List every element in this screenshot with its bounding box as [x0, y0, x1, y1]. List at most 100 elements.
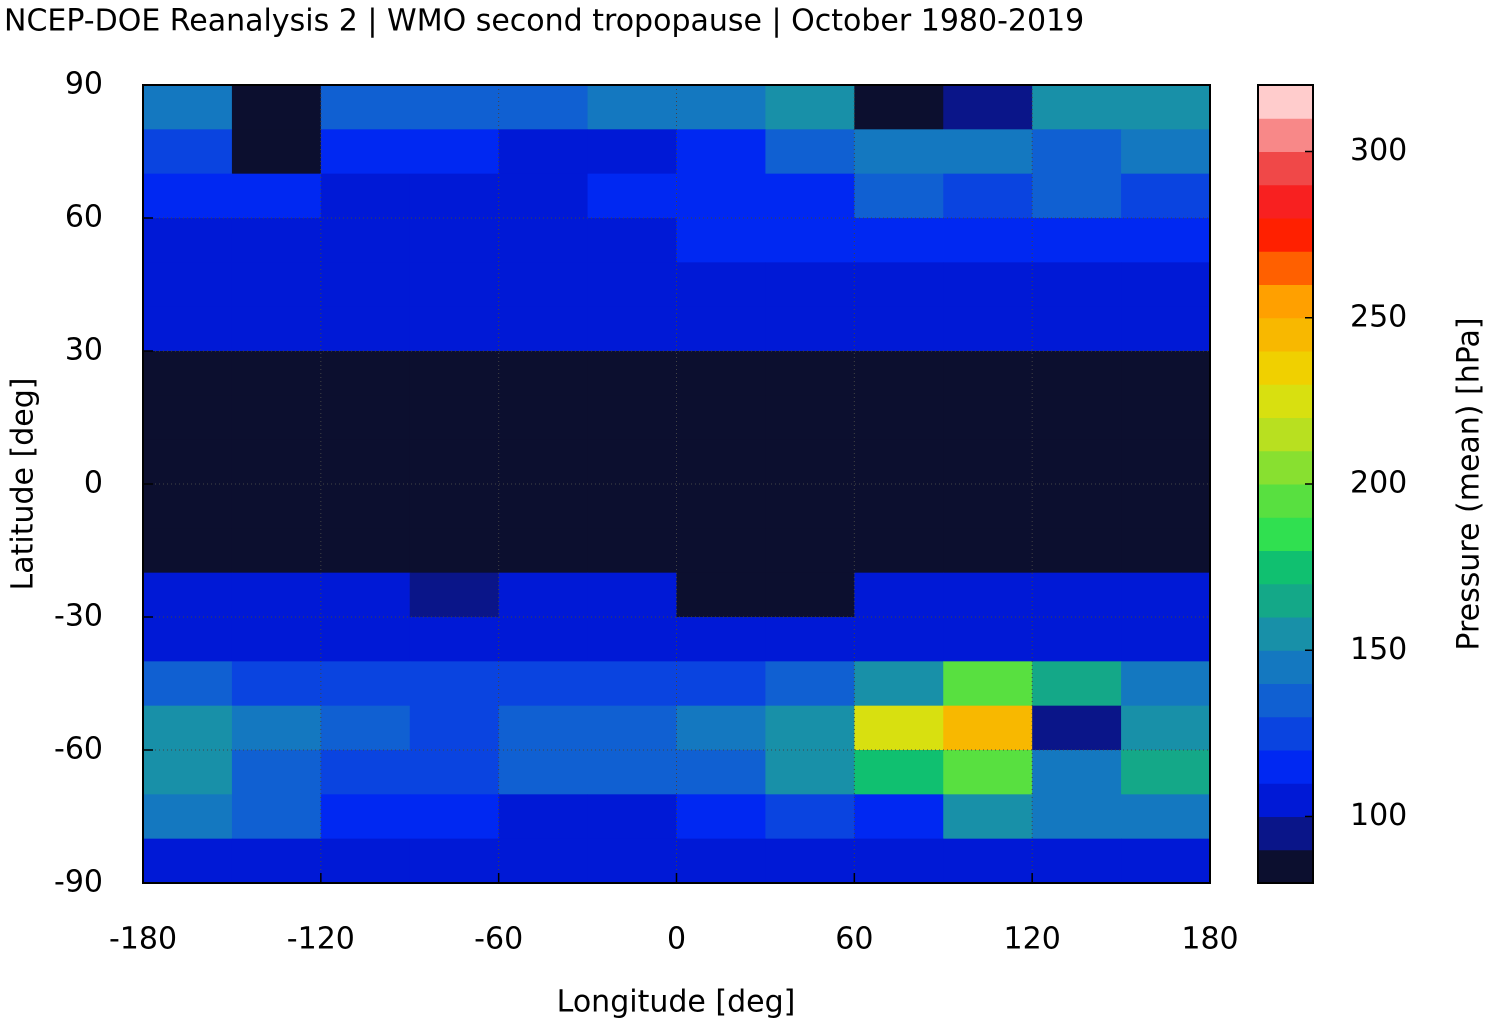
colorbar-band: [1258, 484, 1313, 518]
heat-cell: [143, 572, 233, 618]
heat-cell: [765, 218, 855, 263]
heat-cell: [1032, 705, 1122, 751]
heat-cell: [676, 838, 766, 884]
heat-cell: [143, 484, 233, 529]
heat-cell: [143, 262, 233, 308]
heat-cell: [854, 129, 944, 175]
heat-cell: [1032, 306, 1122, 352]
heat-cell: [498, 85, 589, 130]
heat-cell: [498, 173, 589, 219]
heat-cell: [1032, 617, 1122, 662]
heat-cell: [320, 838, 411, 884]
colorbar-band: [1258, 151, 1313, 186]
heat-cell: [320, 218, 411, 263]
heat-cell: [1121, 484, 1211, 529]
heat-cell: [409, 794, 500, 840]
heat-cell: [676, 129, 766, 175]
heat-cell: [1121, 439, 1211, 485]
heat-cell: [409, 439, 500, 485]
y-tick-label: 60: [65, 200, 103, 235]
heat-cell: [409, 85, 500, 130]
heat-cell: [320, 173, 411, 219]
heat-cell: [1121, 661, 1211, 707]
heat-cell: [765, 528, 855, 574]
colorbar-band: [1258, 417, 1313, 452]
heat-cell: [587, 85, 677, 130]
heat-cell: [409, 750, 500, 795]
heat-cell: [765, 750, 855, 795]
colorbar-band: [1258, 849, 1313, 884]
heat-cell: [1121, 395, 1211, 441]
heat-cell: [943, 661, 1033, 707]
colorbar-tick-label: 100: [1350, 798, 1407, 833]
colorbar-band: [1258, 550, 1313, 585]
heat-cell: [854, 528, 944, 574]
heat-cell: [320, 262, 411, 308]
heat-cell: [409, 262, 500, 308]
heat-cell: [231, 528, 322, 574]
heat-cell: [943, 705, 1033, 751]
heat-cell: [587, 306, 677, 352]
heat-cell: [498, 705, 589, 751]
heat-cell: [765, 173, 855, 219]
heat-cell: [143, 129, 233, 175]
heat-cell: [320, 306, 411, 352]
x-tick-label: 0: [667, 922, 686, 957]
heat-cell: [943, 750, 1033, 795]
heat-cell: [1121, 838, 1211, 884]
heat-cell: [498, 306, 589, 352]
heat-cell: [320, 617, 411, 662]
heat-cell: [1121, 351, 1211, 396]
heat-cell: [143, 351, 233, 396]
heat-cell: [1121, 528, 1211, 574]
heat-cell: [231, 661, 322, 707]
heat-cell: [498, 838, 589, 884]
heat-cell: [409, 395, 500, 441]
colorbar-tick-label: 300: [1350, 133, 1407, 168]
heat-cell: [320, 572, 411, 618]
heat-cell: [1032, 484, 1122, 529]
colorbar-band: [1258, 118, 1313, 152]
heat-cell: [1032, 85, 1122, 130]
heat-cell: [676, 528, 766, 574]
heat-cell: [143, 528, 233, 574]
y-tick-label: 30: [65, 333, 103, 368]
heat-cell: [498, 351, 589, 396]
heat-cell: [676, 484, 766, 529]
heat-cell: [587, 838, 677, 884]
heat-cell: [943, 218, 1033, 263]
colorbar-band: [1258, 317, 1313, 352]
heat-cell: [1032, 794, 1122, 840]
colorbar-band: [1258, 85, 1313, 119]
heat-cell: [854, 173, 944, 219]
heat-cell: [143, 838, 233, 884]
heat-cell: [587, 750, 677, 795]
colorbar-band: [1258, 517, 1313, 551]
colorbar-band: [1258, 783, 1313, 817]
heat-cell: [143, 705, 233, 751]
colorbar-band: [1258, 450, 1313, 485]
heat-cell: [143, 617, 233, 662]
heat-cell: [498, 528, 589, 574]
heat-cell: [854, 218, 944, 263]
heat-cell: [854, 484, 944, 529]
heat-cell: [1032, 218, 1122, 263]
heat-cell: [587, 218, 677, 263]
heat-cell: [498, 750, 589, 795]
heat-cell: [765, 262, 855, 308]
heat-cell: [765, 705, 855, 751]
heat-cell: [1121, 705, 1211, 751]
heat-cell: [1032, 750, 1122, 795]
heat-cell: [231, 838, 322, 884]
heat-cell: [498, 572, 589, 618]
heat-cell: [409, 617, 500, 662]
heat-cell: [943, 351, 1033, 396]
x-tick-label: -180: [109, 922, 177, 957]
heat-cell: [854, 661, 944, 707]
heat-cell: [943, 129, 1033, 175]
colorbar-band: [1258, 218, 1313, 252]
heat-cell: [409, 351, 500, 396]
colorbar-band: [1258, 384, 1313, 418]
heat-cell: [143, 794, 233, 840]
heat-cell: [765, 838, 855, 884]
